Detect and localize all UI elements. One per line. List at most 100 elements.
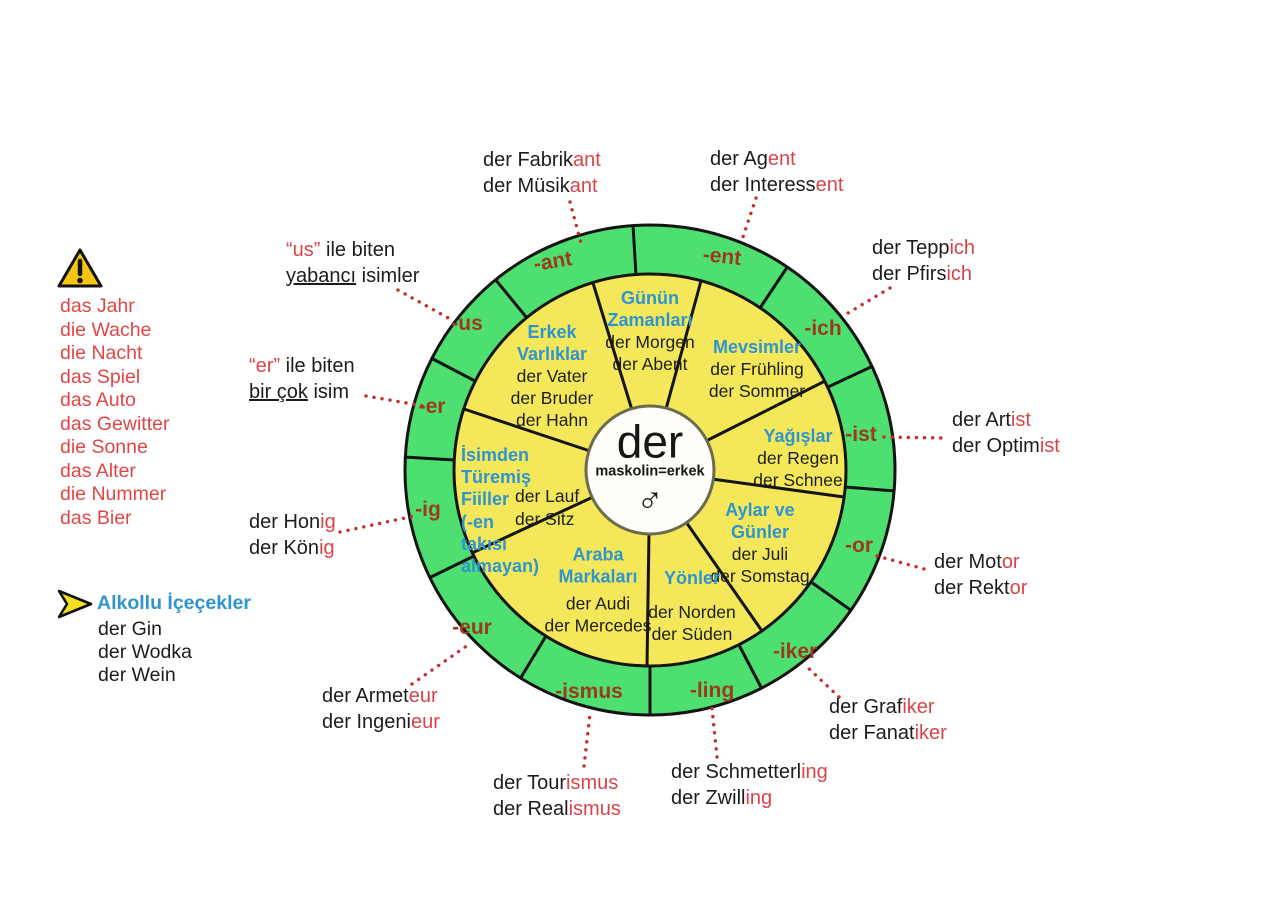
- drinks-list: der Gin der Wodka der Wein: [98, 618, 192, 687]
- example-suffix: ich: [949, 237, 976, 259]
- connector-ling: [710, 706, 719, 759]
- wedge-title: Türemiş: [461, 467, 532, 488]
- suffix-label-us: -us: [451, 312, 483, 335]
- connector-or: [875, 554, 930, 572]
- example-base: der Hon: [249, 511, 321, 533]
- wedge-erkek-varliklar: Erkek Varlıklar der Vater der Bruder der…: [511, 321, 594, 431]
- example-suffix: eur: [408, 685, 438, 707]
- example-base: der Interess: [710, 174, 816, 196]
- drink-item: der Gin: [98, 618, 162, 640]
- wedge-example: der Somstag: [710, 566, 810, 586]
- connector-iker: [804, 664, 841, 699]
- example-suffix: ing: [801, 761, 828, 783]
- example-base: der Graf: [829, 696, 903, 718]
- wedge-example: der Mercedes: [544, 615, 652, 636]
- example-base: der Pfirs: [872, 263, 947, 285]
- wedge-example: der Regen: [757, 448, 839, 468]
- wedge-example: der Schnee: [753, 470, 843, 490]
- drink-item: der Wein: [98, 664, 176, 686]
- center-hub: der maskolin=erkek ♂: [595, 415, 705, 521]
- wedge-title: Fiiller: [461, 489, 510, 510]
- wedge-mevsimler: Mevsimler der Frühling der Sommer: [709, 336, 805, 402]
- wedge-title: İsimden: [461, 445, 530, 465]
- example-base: der Müsik: [483, 175, 570, 197]
- example-base: der Zwill: [671, 787, 746, 809]
- example-base: der Tepp: [872, 237, 950, 259]
- wedge-example: der Morgen: [605, 332, 695, 352]
- example-suffix: eur: [410, 711, 440, 733]
- exception-item: das Gewitter: [60, 412, 170, 435]
- note-underlined: bir çok: [249, 381, 308, 403]
- suffix-label-ist: -ist: [845, 423, 877, 446]
- wedge-title: Markaları: [558, 566, 638, 587]
- example-suffix: ismus: [568, 798, 621, 820]
- wedge-title: Zamanları: [607, 310, 693, 330]
- connector-us: [396, 288, 452, 321]
- wedge-aylar-ve-gunler: Aylar ve Günler der Juli der Somstag: [710, 499, 809, 587]
- male-symbol-icon: ♂: [636, 479, 664, 521]
- annotation-iker: der Grafiker der Fanatiker: [829, 694, 947, 746]
- wedge-example: der Norden: [648, 602, 736, 622]
- wedge-title: Günler: [730, 522, 789, 542]
- suffix-label-er: -er: [418, 395, 446, 418]
- wedge-isimden-turemis-examples: der Lauf der Sitz: [515, 485, 579, 531]
- wedge-dividers: [463, 280, 845, 667]
- example-base: der Ag: [710, 148, 768, 170]
- annotation-or: der Motor der Rektor: [934, 549, 1027, 601]
- example-suffix: or: [1001, 551, 1020, 573]
- wedge-yonler: Yönler der Norden der Süden: [648, 567, 736, 645]
- wedge-example: der Frühling: [710, 359, 804, 379]
- example-base: der Armet: [322, 685, 409, 707]
- suffix-label-ig: -ig: [415, 498, 441, 521]
- connector-ismus: [582, 712, 592, 768]
- note-us-rule: “us” ile biten yabancı isimler: [286, 237, 419, 289]
- wedge-example: der Vater: [516, 366, 588, 386]
- wedge-title: Erkek: [527, 322, 577, 342]
- article-der: der: [616, 415, 684, 468]
- wedge-title: Yağışlar: [763, 426, 833, 446]
- note-quoted-suffix: “us”: [286, 239, 321, 261]
- drink-item: der Wodka: [98, 641, 192, 663]
- wedge-title: (-en: [461, 511, 494, 532]
- annotation-ant: der Fabrikant der Müsikant: [483, 147, 601, 199]
- wedge-title: Yönler: [663, 568, 720, 588]
- exception-item: die Sonne: [60, 436, 148, 458]
- example-suffix: ist: [1010, 409, 1031, 431]
- note-quoted-suffix: “er”: [249, 355, 281, 377]
- note-er-rule: “er” ile biten bir çok isim: [249, 353, 355, 405]
- wedge-title: almayan): [461, 556, 540, 577]
- wedge-title: Varlıklar: [516, 344, 588, 364]
- exception-item: die Nacht: [60, 342, 143, 364]
- exception-item: das Auto: [60, 389, 136, 411]
- wedge-title: Mevsimler: [712, 337, 802, 357]
- example-suffix: ismus: [566, 772, 619, 794]
- suffix-label-ich: -ich: [804, 317, 842, 340]
- suffix-label-ismus: -ismus: [555, 680, 623, 703]
- example-suffix: ant: [569, 175, 598, 197]
- wedge-example: der Bruder: [510, 388, 594, 408]
- annotation-ling: der Schmetterling der Zwilling: [671, 759, 828, 811]
- connector-ent: [740, 196, 758, 242]
- wedge-isimden-turemis-title: İsimden Türemiş Fiiller (-en takısı alma…: [461, 444, 539, 577]
- wedge-title: Aylar ve: [725, 500, 795, 520]
- example-base: der Real: [493, 798, 569, 820]
- center-subtitle: maskolin=erkek: [595, 463, 705, 480]
- wedge-gunun-zamanlari: Günün Zamanları der Morgen der Abent: [605, 287, 695, 375]
- note-text: isimler: [356, 265, 420, 287]
- exception-item: die Wache: [60, 318, 152, 341]
- suffix-label-iker: -iker: [772, 640, 818, 663]
- annotation-ich: der Teppich der Pfirsich: [872, 235, 975, 287]
- exception-item: die Nummer: [60, 483, 167, 505]
- suffix-label-eur: -eur: [452, 616, 492, 639]
- wedge-title: Araba: [572, 544, 624, 565]
- center-circle: [584, 404, 716, 536]
- example-base: der Art: [952, 409, 1011, 431]
- exception-item: das Jahr: [60, 295, 135, 317]
- wedge-yagislar: Yağışlar der Regen der Schnee: [753, 425, 843, 491]
- note-text: ile biten: [320, 239, 395, 261]
- drinks-title: Alkollu İçeçekler: [97, 592, 251, 614]
- exception-word-list: das Jahr die Wache die Nacht das Spiel d…: [60, 295, 169, 530]
- example-suffix: ig: [320, 511, 336, 533]
